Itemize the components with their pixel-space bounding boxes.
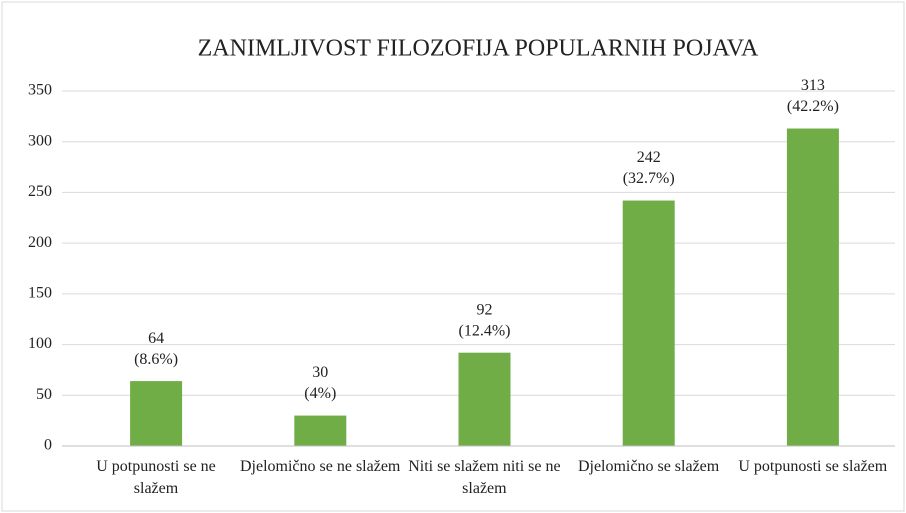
bar [786, 128, 839, 446]
bar [458, 352, 511, 446]
bar [130, 381, 183, 446]
x-tick-label: Djelomično se slažem [577, 458, 720, 475]
value-label: 30 [312, 364, 328, 381]
percent-label: (32.7%) [623, 170, 675, 187]
bar [622, 200, 675, 446]
percent-label: (42.2%) [787, 98, 839, 115]
y-tick-label: 150 [28, 285, 52, 302]
value-label: 64 [148, 330, 164, 347]
x-tick-label: Djelomično se ne slažem [239, 458, 401, 475]
x-tick-label: U potpunosti se slažem [738, 458, 888, 475]
chart-title: ZANIMLJIVOST FILOZOFIJA POPULARNIH POJAV… [198, 36, 759, 62]
y-tick-label: 200 [28, 234, 52, 251]
percent-label: (8.6%) [134, 351, 178, 368]
y-tick-label: 0 [44, 437, 52, 454]
y-tick-label: 300 [28, 132, 52, 149]
x-tick-label: Niti se slažem niti se ne slažem [408, 458, 561, 497]
y-tick-label: 350 [28, 82, 52, 99]
percent-label: (12.4%) [459, 322, 511, 339]
y-tick-label: 250 [28, 183, 52, 200]
value-label: 242 [637, 149, 661, 166]
y-tick-label: 100 [28, 335, 52, 352]
percent-label: (4%) [304, 385, 336, 402]
y-tick-label: 50 [36, 386, 52, 403]
value-label: 313 [801, 77, 825, 94]
value-label: 92 [477, 301, 493, 318]
bar [294, 415, 347, 446]
x-tick-label: U potpunosti se ne slažem [96, 458, 216, 497]
